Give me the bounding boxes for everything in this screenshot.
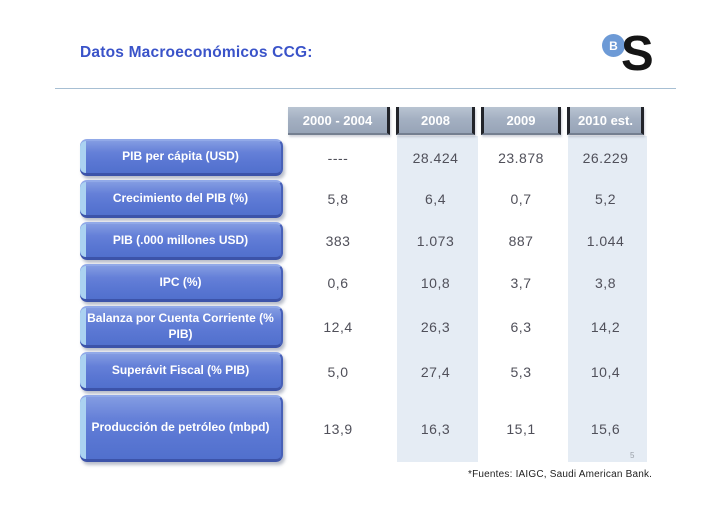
table-cell: 1.044 [586,233,625,249]
column-header-2009: 2009 [481,107,561,135]
table-cell: 16,3 [420,420,451,437]
column-header-2008: 2008 [396,107,475,135]
column-highlight-band-2010 [568,136,647,462]
row-label-pib-per-capita: PIB per cápita (USD) [80,139,283,176]
row-label-produccion-petroleo: Producción de petróleo (mbpd) [80,395,283,462]
table-cell: 6,4 [425,191,446,207]
table-cell: 23.878 [498,149,544,166]
table-cell: 887 [508,233,534,249]
column-header-2010-est: 2010 est. [567,107,644,135]
table-cell: 26,3 [420,319,451,335]
table-cell: 10,4 [590,363,621,380]
table-cell: 15,6 [590,420,621,437]
row-label-crecimiento-pib: Crecimiento del PIB (%) [80,180,283,218]
table-cell: 12,4 [323,319,353,335]
table-cell: 27,4 [420,363,451,380]
page-title: Datos Macroeconómicos CCG: [80,44,313,61]
table-cell: 15,1 [506,420,536,437]
table-cell: 3,8 [595,275,616,291]
row-label-pib-millones: PIB (.000 millones USD) [80,222,283,260]
table-cell: 26.229 [582,149,629,166]
table-cell: 5,8 [327,191,349,207]
table-cell: 5,2 [595,191,616,207]
table-cell: 1.073 [416,233,455,249]
table-cell: 0,7 [510,191,532,207]
table-cell: 383 [325,233,351,249]
table-cell: 10,8 [420,275,451,291]
column-highlight-band-2008 [397,136,478,462]
table-cell: 3,7 [510,275,532,291]
table-cell: 0,6 [327,275,349,291]
logo: B S [600,24,670,84]
logo-b-badge-icon: B [602,34,625,57]
table-cell: 5,0 [327,363,349,380]
table-cell: 13,9 [323,420,353,437]
logo-s-letter: S [621,27,654,81]
row-label-balanza-cuenta-corriente: Balanza por Cuenta Corriente (% PIB) [80,306,283,348]
title-divider [55,88,676,89]
macro-data-table: 2000 - 2004 2008 2009 2010 est. PIB per … [80,107,647,462]
table-cell: 14,2 [590,319,621,335]
table-cell: 28.424 [412,149,459,166]
page-number: 5 [630,451,635,460]
column-header-2000-2004: 2000 - 2004 [288,107,390,135]
row-label-ipc: IPC (%) [80,264,283,302]
sources-footnote: *Fuentes: IAIGC, Saudi American Bank. [468,469,653,480]
table-cell: ---- [327,149,349,166]
header-spacer [80,107,283,135]
row-label-superavit-fiscal: Superávit Fiscal (% PIB) [80,352,283,391]
table-cell: 6,3 [510,319,532,335]
table-cell: 5,3 [510,363,532,380]
